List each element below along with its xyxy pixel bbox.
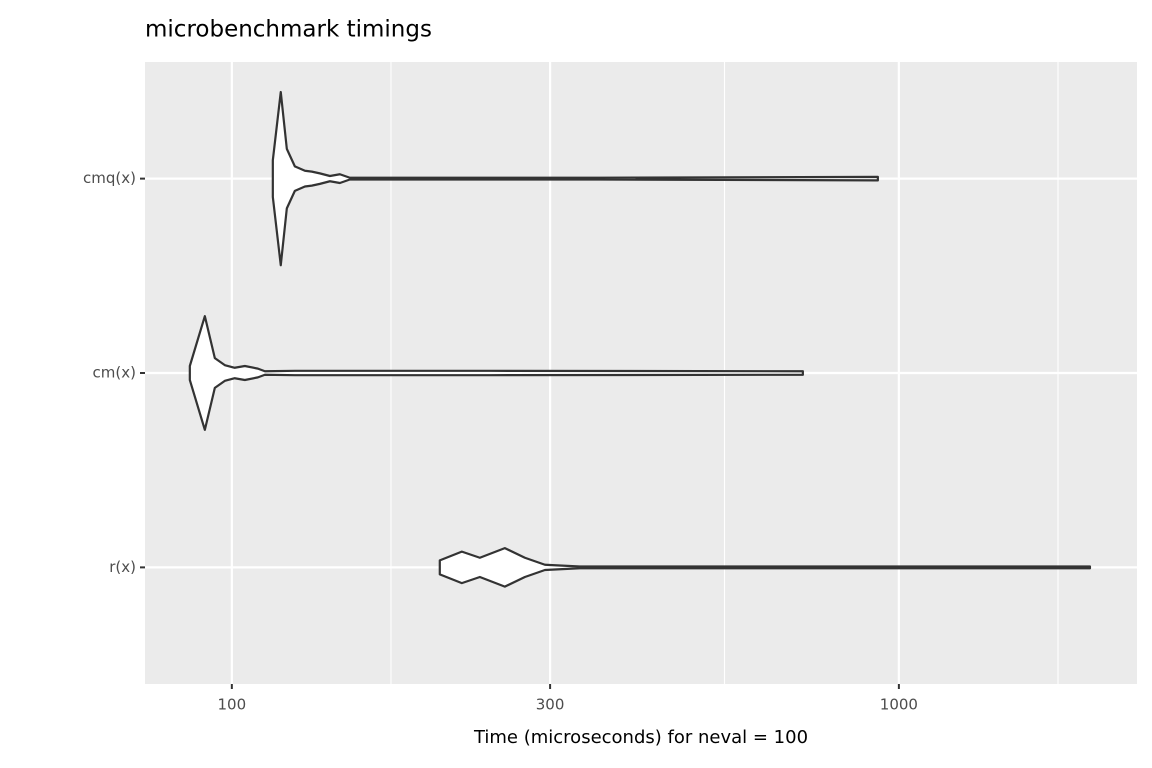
violin [438, 547, 1092, 588]
y-tick-label: r(x) [109, 558, 136, 576]
chart-title: microbenchmark timings [145, 17, 432, 43]
y-tick-label: cm(x) [93, 364, 136, 382]
x-axis-title: Time (microseconds) for neval = 100 [473, 727, 808, 748]
violin [271, 90, 879, 267]
x-tick-label: 300 [536, 696, 565, 714]
x-tick-label: 1000 [880, 696, 918, 714]
x-tick-label: 100 [218, 696, 247, 714]
y-tick-label: cmq(x) [83, 169, 136, 187]
violin [188, 315, 804, 431]
